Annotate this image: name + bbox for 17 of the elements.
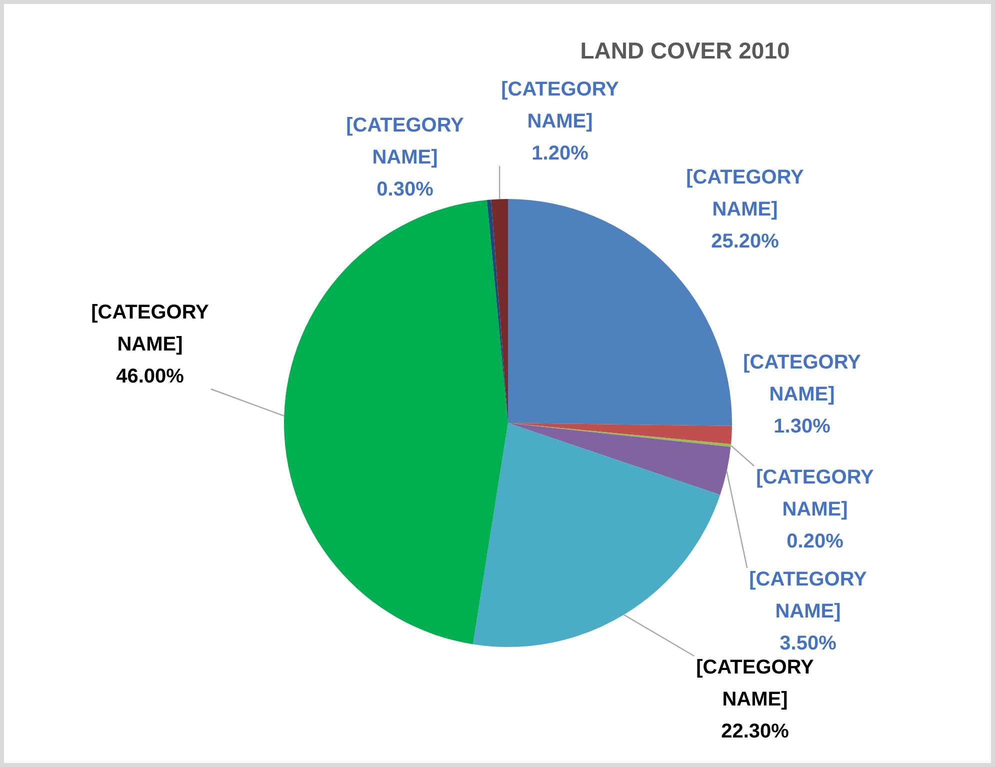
slice-label: [CATEGORY NAME] (756, 466, 875, 521)
slice-label: [CATEGORY NAME] (696, 656, 815, 711)
data-label: 22.30% (721, 720, 790, 743)
chart-title: LAND COVER 2010 (580, 37, 790, 64)
data-label: 25.20% (711, 230, 780, 253)
data-label: 3.50% (780, 632, 837, 655)
slice-label: [CATEGORY NAME] (686, 166, 805, 221)
data-label: 1.30% (774, 416, 831, 438)
slice-label: [CATEGORY NAME] (91, 302, 210, 356)
data-label: 0.30% (376, 178, 434, 201)
data-label: 46.00% (116, 366, 184, 388)
data-label: 0.20% (786, 530, 844, 553)
slice-label: [CATEGORY NAME] (501, 78, 620, 133)
data-label: 1.20% (532, 142, 589, 165)
slice-label: [CATEGORY NAME] (346, 114, 465, 169)
slice-label: [CATEGORY NAME] (749, 568, 868, 623)
slice-label: [CATEGORY NAME] (743, 352, 862, 406)
